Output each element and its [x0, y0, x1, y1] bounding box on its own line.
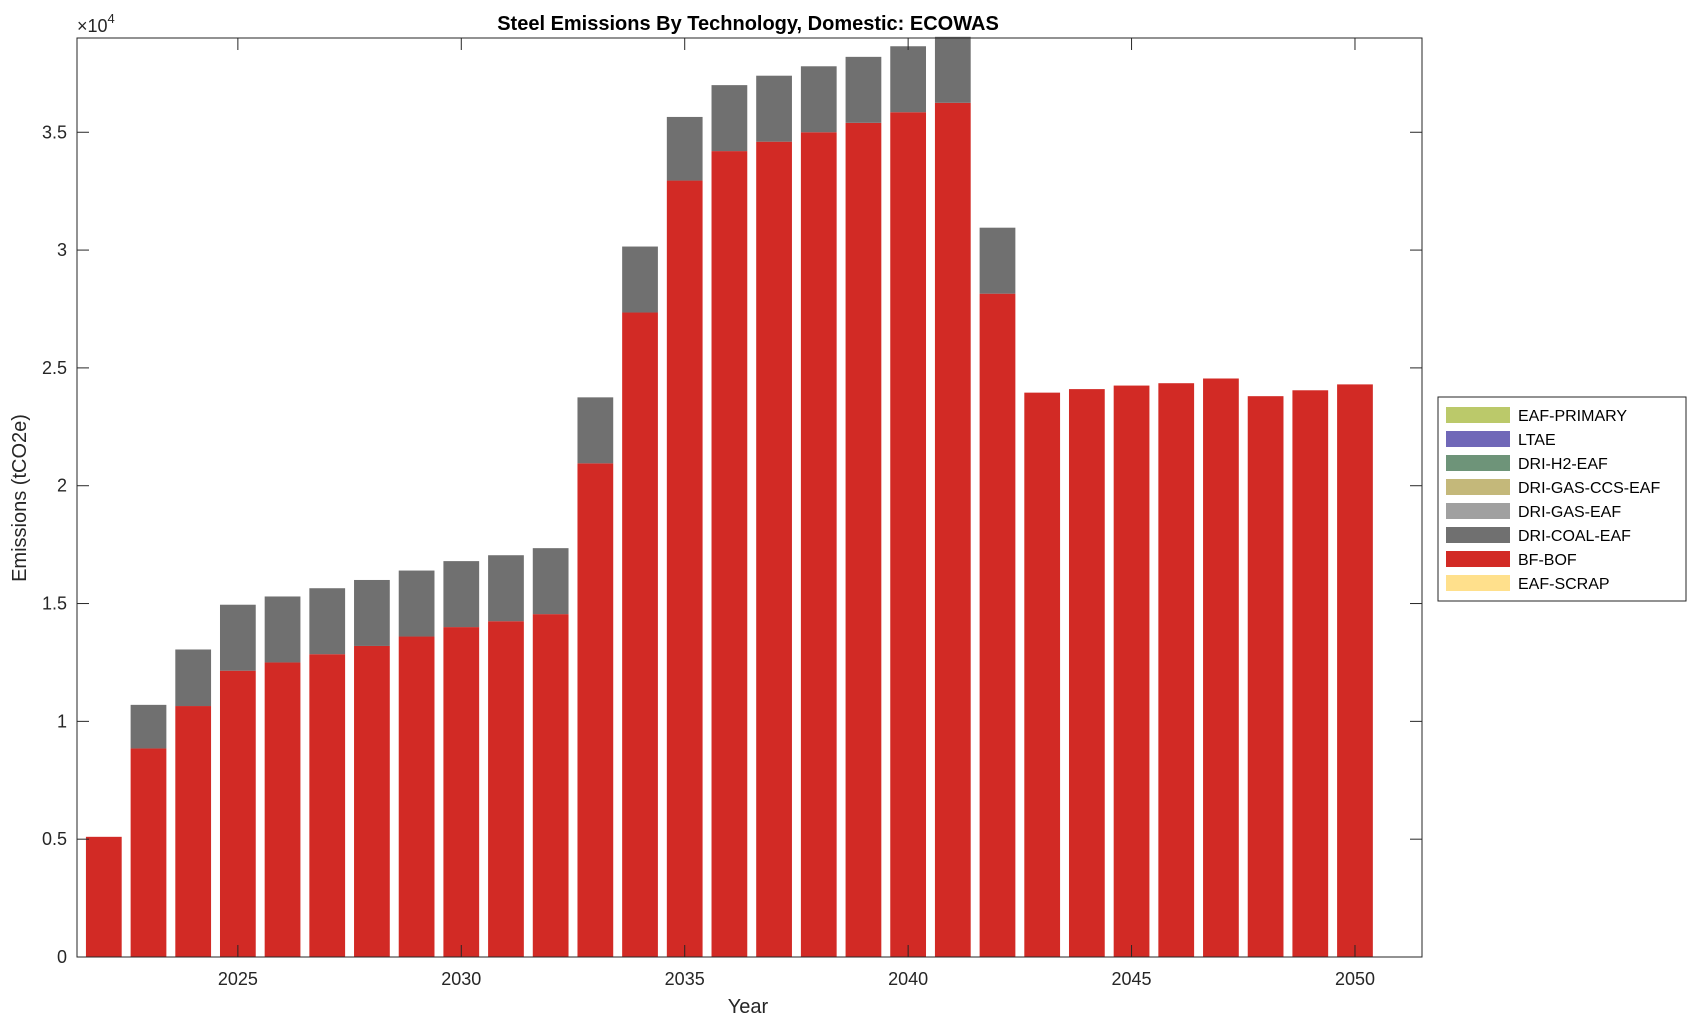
x-tick-label: 2035: [665, 969, 705, 989]
bar-dri-coal-eaf-2029: [398, 570, 435, 637]
bar-bf-bof-2043: [1024, 392, 1061, 957]
bar-bf-bof-2050: [1337, 384, 1373, 957]
y-tick-label: 3.5: [42, 122, 67, 142]
x-tick-label: 2045: [1112, 969, 1152, 989]
legend-label-bf-bof: BF-BOF: [1518, 552, 1577, 569]
bar-bf-bof-2028: [354, 645, 390, 957]
y-axis: 0 0.5 1 1.5 2 2.5 3 3.5: [42, 122, 1422, 967]
bar-bf-bof-2024: [175, 706, 212, 957]
bars-layer: [85, 36, 1373, 958]
bar-bf-bof-2033: [577, 463, 614, 957]
bar-bf-bof-2047: [1203, 378, 1239, 957]
bar-bf-bof-2023: [130, 748, 167, 957]
bar-dri-coal-eaf-2041: [934, 36, 971, 103]
legend-swatch-eaf-scrap: [1446, 575, 1510, 591]
legend: EAF-PRIMARY LTAE DRI-H2-EAF DRI-GAS-CCS-EAF…: [1437, 396, 1687, 602]
bar-dri-coal-eaf-2042: [979, 227, 1016, 294]
bar-dri-coal-eaf-2037: [756, 75, 792, 142]
y-tick-label: 1.5: [42, 594, 67, 614]
bar-bf-bof-2040: [890, 112, 927, 958]
bar-bf-bof-2032: [532, 614, 569, 957]
chart-title: Steel Emissions By Technology, Domestic:…: [497, 13, 999, 35]
legend-label-dri-coal-eaf: DRI-COAL-EAF: [1518, 528, 1631, 545]
bar-bf-bof-2031: [488, 621, 524, 957]
bar-bf-bof-2046: [1158, 383, 1195, 958]
legend-label-dri-gas-eaf: DRI-GAS-EAF: [1518, 504, 1621, 521]
legend-swatch-dri-gas-eaf: [1446, 503, 1510, 519]
plot-frame: [76, 37, 1423, 958]
x-axis: 2025 2030 2035 2040 2045 2050: [218, 38, 1375, 989]
bar-bf-bof-2044: [1068, 389, 1105, 957]
legend-label-ltae: LTAE: [1518, 432, 1556, 449]
bar-dri-coal-eaf-2023: [130, 704, 167, 749]
bar-bf-bof-2049: [1292, 390, 1329, 957]
bar-dri-coal-eaf-2026: [264, 596, 301, 663]
legend-swatch-dri-coal-eaf: [1446, 527, 1510, 543]
x-tick-label: 2040: [888, 969, 928, 989]
legend-swatch-dri-h2-eaf: [1446, 455, 1510, 471]
y-tick-label: 2.5: [42, 358, 67, 378]
y-tick-label: 0: [57, 947, 67, 967]
bar-bf-bof-2039: [845, 122, 882, 957]
bar-bf-bof-2045: [1113, 385, 1150, 957]
legend-label-eaf-primary: EAF-PRIMARY: [1518, 408, 1627, 425]
bar-dri-coal-eaf-2033: [577, 397, 614, 464]
bar-bf-bof-2026: [264, 662, 301, 957]
bar-bf-bof-2037: [756, 141, 792, 957]
bar-bf-bof-2048: [1247, 396, 1284, 957]
y-tick-label: 3: [57, 240, 67, 260]
legend-box: [1437, 396, 1687, 602]
legend-swatch-bf-bof: [1446, 551, 1510, 567]
bar-bf-bof-2022: [85, 836, 122, 957]
y-axis-label: Emissions (tCO2e): [9, 414, 31, 582]
bar-bf-bof-2029: [398, 636, 435, 957]
bar-dri-coal-eaf-2035: [666, 116, 703, 181]
bar-bf-bof-2038: [800, 132, 837, 957]
legend-label-dri-gas-ccs-eaf: DRI-GAS-CCS-EAF: [1518, 480, 1660, 497]
x-tick-label: 2050: [1335, 969, 1375, 989]
y-tick-label: 1: [57, 711, 67, 731]
bar-dri-coal-eaf-2034: [622, 246, 658, 313]
y-tick-label: 2: [57, 476, 67, 496]
y-tick-label: 0.5: [42, 829, 67, 849]
bar-dri-coal-eaf-2040: [890, 46, 927, 113]
bar-dri-coal-eaf-2025: [219, 604, 256, 671]
y-exponent-label: ×104: [77, 11, 115, 36]
bar-bf-bof-2025: [219, 670, 256, 957]
x-tick-label: 2030: [441, 969, 481, 989]
bar-dri-coal-eaf-2028: [354, 579, 390, 646]
x-tick-label: 2025: [218, 969, 258, 989]
legend-swatch-dri-gas-ccs-eaf: [1446, 479, 1510, 495]
bar-dri-coal-eaf-2027: [309, 588, 346, 655]
legend-swatch-ltae: [1446, 431, 1510, 447]
bar-bf-bof-2041: [934, 102, 971, 958]
legend-swatch-eaf-primary: [1446, 407, 1510, 423]
bar-bf-bof-2042: [979, 293, 1016, 957]
bar-dri-coal-eaf-2032: [532, 548, 569, 615]
bar-bf-bof-2030: [443, 627, 480, 957]
bar-dri-coal-eaf-2038: [800, 66, 837, 133]
bar-dri-coal-eaf-2024: [175, 649, 212, 707]
legend-label-dri-h2-eaf: DRI-H2-EAF: [1518, 456, 1608, 473]
legend-label-eaf-scrap: EAF-SCRAP: [1518, 576, 1610, 593]
x-axis-label: Year: [728, 996, 769, 1018]
bar-dri-coal-eaf-2030: [443, 561, 480, 628]
bar-dri-coal-eaf-2031: [488, 555, 524, 622]
bar-bf-bof-2035: [666, 180, 703, 957]
bar-dri-coal-eaf-2039: [845, 56, 882, 123]
bar-bf-bof-2036: [711, 151, 748, 958]
bar-bf-bof-2027: [309, 654, 346, 957]
bar-bf-bof-2034: [622, 312, 658, 957]
bar-dri-coal-eaf-2036: [711, 85, 748, 152]
